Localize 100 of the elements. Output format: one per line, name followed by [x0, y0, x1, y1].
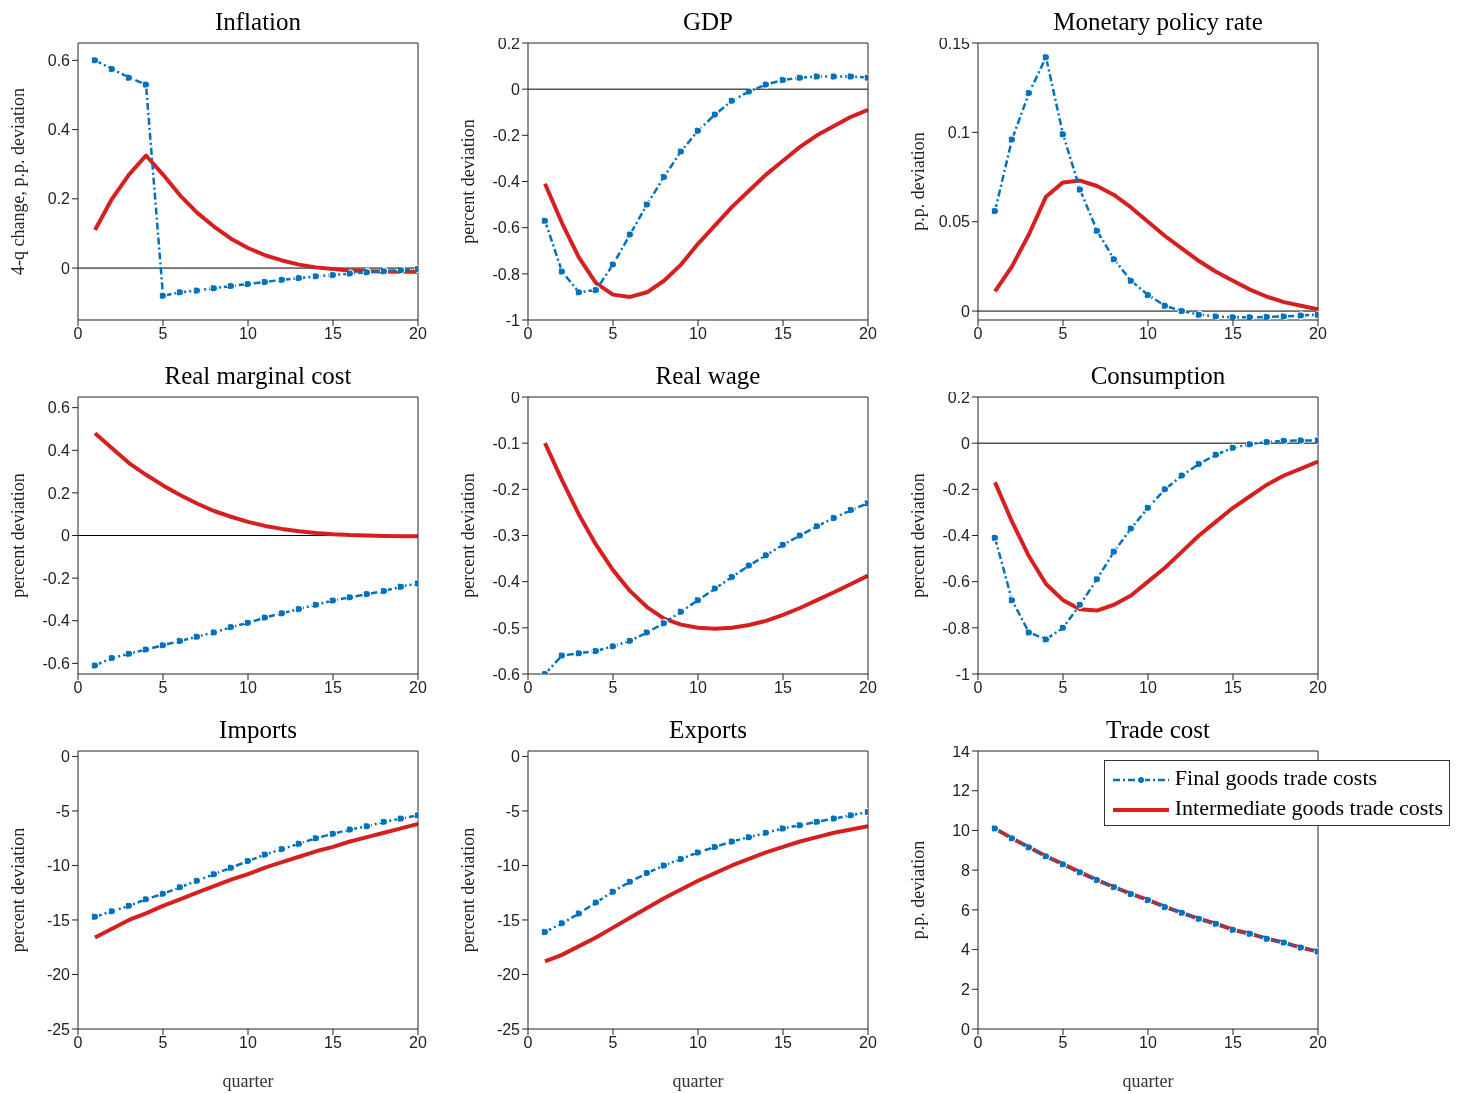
- point: [362, 822, 372, 831]
- y-tick-label: 0.2: [47, 190, 71, 208]
- point: [1262, 437, 1272, 447]
- x-tick-label: 0: [73, 1034, 83, 1052]
- point: [311, 834, 321, 843]
- y-tick-label: -0.8: [492, 265, 521, 283]
- point: [1296, 311, 1306, 320]
- x-tick-label: 15: [774, 1034, 792, 1052]
- y-axis-title: percent deviation: [458, 119, 479, 244]
- point: [243, 279, 253, 289]
- point: [277, 844, 287, 854]
- point: [1143, 503, 1153, 512]
- x-tick-label: 20: [1309, 1034, 1327, 1052]
- x-tick-label: 20: [859, 679, 877, 697]
- point: [1245, 440, 1255, 449]
- point: [362, 268, 372, 277]
- point: [345, 825, 355, 834]
- point: [1007, 595, 1017, 605]
- point: [226, 863, 236, 872]
- x-tick-label: 10: [239, 679, 257, 697]
- y-tick-label: 10: [952, 822, 971, 840]
- x-tick-label: 0: [523, 1034, 533, 1052]
- y-tick-label: -0.6: [942, 573, 971, 591]
- x-tick-label: 5: [158, 679, 168, 697]
- y-tick-label: -0.4: [942, 527, 971, 545]
- point: [124, 901, 134, 911]
- point: [379, 266, 389, 276]
- point: [1194, 459, 1204, 469]
- x-tick-label: 10: [689, 325, 707, 343]
- line-series: [543, 824, 868, 964]
- y-tick-label: 14: [952, 742, 971, 760]
- point: [1211, 450, 1221, 459]
- x-tick-label: 0: [973, 325, 983, 343]
- x-tick-label: 15: [1224, 679, 1242, 697]
- point: [1211, 312, 1221, 320]
- y-tick-label: -15: [46, 911, 71, 929]
- point: [1279, 312, 1289, 320]
- point: [1143, 290, 1153, 300]
- x-tick-label: 10: [1139, 679, 1157, 697]
- x-tick-label: 20: [859, 325, 877, 343]
- point: [990, 533, 1000, 543]
- point: [710, 584, 720, 593]
- x-tick-label: 15: [1224, 325, 1242, 343]
- point: [795, 531, 805, 540]
- point: [744, 832, 754, 842]
- y-tick-label: -25: [496, 1020, 521, 1038]
- point: [1007, 135, 1017, 144]
- point: [396, 814, 406, 823]
- point: [294, 273, 304, 283]
- point: [540, 216, 550, 225]
- chart-title: Monetary policy rate: [1053, 8, 1263, 35]
- point: [260, 613, 270, 622]
- y-tick-label: -20: [46, 966, 71, 984]
- y-tick-label: -20: [496, 966, 521, 984]
- y-tick-label: 0: [511, 388, 521, 406]
- point: [141, 645, 151, 654]
- point: [209, 869, 219, 879]
- point: [226, 281, 236, 291]
- point: [226, 622, 236, 632]
- point: [676, 854, 686, 864]
- x-tick-label: 20: [1309, 325, 1327, 343]
- point: [311, 272, 321, 281]
- point: [1177, 908, 1187, 918]
- point: [1058, 129, 1068, 139]
- point: [362, 589, 372, 599]
- point: [642, 200, 652, 209]
- y-tick-label: 0.4: [47, 121, 71, 139]
- x-tick-label: 15: [774, 325, 792, 343]
- point: [990, 824, 1000, 833]
- y-tick-label: 0: [511, 80, 521, 98]
- y-tick-label: -25: [46, 1020, 71, 1038]
- legend-label: Final goods trade costs: [1173, 764, 1379, 792]
- point: [727, 96, 737, 105]
- chart-title: Consumption: [1090, 362, 1226, 389]
- point: [345, 593, 355, 602]
- y-tick-label: 8: [961, 861, 971, 879]
- x-tick-label: 5: [608, 679, 618, 697]
- point: [676, 147, 686, 156]
- point: [574, 909, 584, 918]
- point: [107, 653, 117, 663]
- point: [727, 572, 737, 582]
- point: [795, 820, 805, 830]
- point: [175, 636, 185, 646]
- point: [192, 876, 202, 885]
- x-tick-label: 20: [1309, 679, 1327, 697]
- point: [812, 522, 822, 531]
- point: [175, 883, 185, 892]
- point: [107, 64, 117, 74]
- y-tick-label: 0: [61, 259, 71, 277]
- y-tick-label: 0.15: [938, 34, 971, 52]
- y-tick-label: -5: [55, 802, 71, 820]
- point: [625, 230, 635, 239]
- point: [642, 868, 652, 878]
- point: [1262, 934, 1272, 943]
- point: [778, 824, 788, 833]
- point: [1279, 938, 1289, 947]
- point: [710, 842, 720, 852]
- x-tick-label: 0: [973, 679, 983, 697]
- point: [591, 285, 601, 295]
- point: [574, 288, 584, 297]
